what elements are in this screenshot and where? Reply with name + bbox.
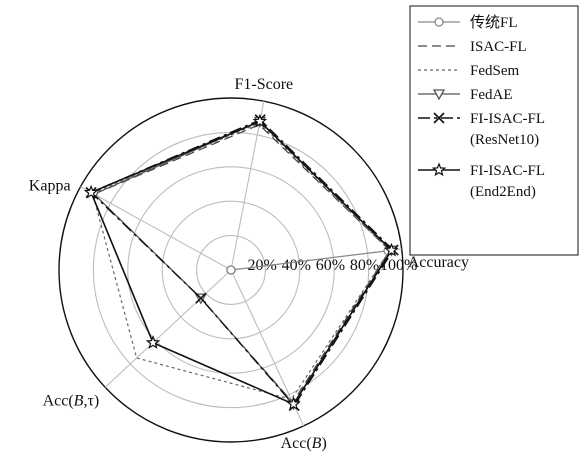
axis-label-part: Kappa (29, 178, 71, 195)
marker-circle (434, 17, 444, 27)
axis-label: Kappa (29, 178, 71, 195)
axis-label-part: B (312, 435, 322, 452)
marker-x (433, 112, 445, 124)
legend-label: (End2End) (470, 184, 536, 200)
axis-label-part: ,τ) (83, 392, 99, 409)
series-line (93, 124, 391, 404)
series-2 (91, 122, 391, 401)
radar-grid (58, 97, 404, 443)
legend-item: FedSem (418, 63, 520, 79)
legend-item: ISAC-FL (418, 39, 527, 55)
marker-star (252, 113, 268, 128)
axis-label-part: F1-Score (234, 76, 293, 93)
spoke-line (230, 101, 265, 271)
legend-label: FI-ISAC-FL (470, 163, 545, 179)
legend-item: FedAE (418, 87, 513, 103)
grid-ring (161, 200, 301, 340)
legend-label: (ResNet10) (470, 132, 539, 148)
marker-star (83, 184, 99, 199)
axis-label-part: Acc( (281, 435, 312, 452)
spoke-line (80, 186, 232, 271)
legend-box (409, 5, 579, 256)
axis-label-part: Acc( (43, 392, 74, 409)
axis-label: Accuracy (408, 254, 469, 271)
marker-triangle (432, 89, 446, 101)
spoke-line (104, 269, 232, 388)
marker-star (286, 396, 301, 411)
marker-star (384, 242, 399, 257)
axis-label-part: ) (321, 435, 326, 452)
series-line (89, 118, 395, 407)
series-1 (93, 124, 391, 404)
axis-label: Acc(B,τ) (43, 392, 100, 409)
grid-ring (127, 166, 335, 374)
r-tick-label: 60% (316, 257, 345, 274)
legend-item: FI-ISAC-FL (End2End) (418, 162, 545, 200)
legend-label: ISAC-FL (470, 39, 527, 55)
marker-circle (226, 265, 236, 275)
axis-label-part: Accuracy (408, 254, 469, 271)
series-line (93, 120, 393, 406)
axis-label-part: B (74, 392, 84, 409)
grid-ring (58, 97, 404, 443)
legend-label: FedAE (470, 87, 513, 103)
series-5 (83, 113, 399, 411)
legend-label: FI-ISAC-FL (470, 111, 545, 127)
legend-item: 传统FL (418, 14, 518, 31)
legend-label: FedSem (470, 63, 520, 79)
series-line (91, 122, 391, 401)
axis-label: Acc(B) (281, 435, 327, 452)
r-tick-label: 20% (247, 257, 276, 274)
legend: 传统FL ISAC-FL FedSem FedAE FI-ISAC-FL (ResNet1… (409, 5, 579, 256)
marker-x (195, 292, 207, 304)
marker-star (145, 335, 161, 349)
marker-star (431, 162, 447, 177)
r-tick-label: 80% (350, 257, 379, 274)
r-tick-label: 40% (282, 257, 311, 274)
series-line (90, 120, 393, 406)
r-tick-label: 100% (380, 257, 417, 274)
grid-ring (196, 235, 266, 305)
legend-item: FI-ISAC-FL (ResNet10) (418, 111, 545, 148)
legend-label: 传统FL (470, 14, 518, 31)
axis-label: F1-Score (234, 76, 293, 93)
